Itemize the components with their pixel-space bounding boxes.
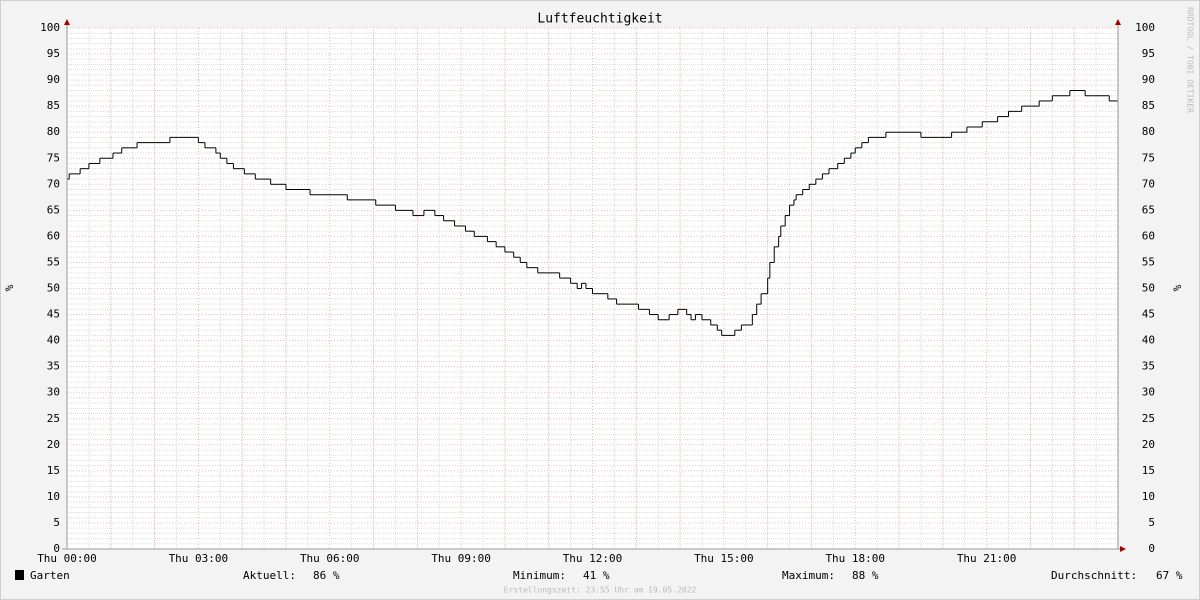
y-tick-label: 70 bbox=[47, 177, 60, 190]
y2-tick-label: 50 bbox=[1142, 282, 1155, 295]
y2-tick-label: 20 bbox=[1142, 438, 1155, 451]
y2-tick-label: 65 bbox=[1142, 203, 1155, 216]
y2-tick-label: 85 bbox=[1142, 99, 1155, 112]
y2-tick-label: 70 bbox=[1142, 177, 1155, 190]
stat-label: Minimum: bbox=[513, 569, 566, 582]
y-tick-label: 40 bbox=[47, 334, 60, 347]
y-tick-label: 30 bbox=[47, 386, 60, 399]
y-tick-label: 15 bbox=[47, 464, 60, 477]
y2-tick-label: 95 bbox=[1142, 47, 1155, 60]
y2-tick-label: 80 bbox=[1142, 125, 1155, 138]
x-tick-label: Thu 18:00 bbox=[825, 552, 885, 565]
y2-tick-label: 35 bbox=[1142, 360, 1155, 373]
y2-tick-label: 15 bbox=[1142, 464, 1155, 477]
y2-tick-label: 60 bbox=[1142, 229, 1155, 242]
y2-tick-label: 5 bbox=[1148, 516, 1155, 529]
grid bbox=[66, 27, 1118, 550]
y2-tick-label: 25 bbox=[1142, 412, 1155, 425]
chart-title: Luftfeuchtigkeit bbox=[537, 12, 662, 27]
y-tick-label: 75 bbox=[47, 151, 60, 164]
y-tick-label: 100 bbox=[40, 21, 60, 34]
y-tick-label: 45 bbox=[47, 308, 60, 321]
stat-label: Maximum: bbox=[782, 569, 835, 582]
y2-tick-label: 45 bbox=[1142, 308, 1155, 321]
y-tick-label: 25 bbox=[47, 412, 60, 425]
stat-value: 67 % bbox=[1156, 569, 1183, 582]
y-tick-label: 35 bbox=[47, 360, 60, 373]
stat-label: Aktuell: bbox=[243, 569, 296, 582]
stat-value: 86 % bbox=[313, 569, 340, 582]
y-tick-label: 5 bbox=[53, 516, 60, 529]
y-tick-label: 10 bbox=[47, 490, 60, 503]
x-tick-label: Thu 03:00 bbox=[169, 552, 229, 565]
y2-tick-label: 30 bbox=[1142, 386, 1155, 399]
marks bbox=[67, 90, 1118, 336]
x-tick-label: Thu 12:00 bbox=[563, 552, 623, 565]
y2-tick-label: 100 bbox=[1135, 21, 1155, 34]
y2-tick-label: 90 bbox=[1142, 73, 1155, 86]
y-axis-label: % bbox=[3, 284, 16, 291]
axis-arrow bbox=[1115, 19, 1121, 25]
stat-label: Durchschnitt: bbox=[1051, 569, 1137, 582]
y2-tick-label: 0 bbox=[1148, 542, 1155, 555]
axis-arrow bbox=[64, 19, 70, 25]
y2-tick-label: 40 bbox=[1142, 334, 1155, 347]
y-tick-label: 95 bbox=[47, 47, 60, 60]
x-tick-label: Thu 00:00 bbox=[37, 552, 97, 565]
footer: Erstellungszeit: 23:55 Uhr am 19.05.2022 bbox=[504, 586, 697, 595]
stat-value: 88 % bbox=[852, 569, 879, 582]
x-tick-label: Thu 09:00 bbox=[431, 552, 491, 565]
y2-tick-label: 55 bbox=[1142, 255, 1155, 268]
y-tick-label: 90 bbox=[47, 73, 60, 86]
y-tick-label: 55 bbox=[47, 255, 60, 268]
y2-tick-label: 10 bbox=[1142, 490, 1155, 503]
x-tick-label: Thu 21:00 bbox=[957, 552, 1017, 565]
y-tick-label: 20 bbox=[47, 438, 60, 451]
legend-label: Garten bbox=[30, 569, 70, 582]
legend-swatch bbox=[15, 570, 24, 580]
watermark: RRDTOOL / TOBI OETIKER bbox=[1186, 7, 1195, 113]
x-tick-label: Thu 15:00 bbox=[694, 552, 754, 565]
y-tick-label: 85 bbox=[47, 99, 60, 112]
axis-arrow bbox=[1120, 546, 1126, 552]
y-tick-label: 80 bbox=[47, 125, 60, 138]
y-tick-label: 50 bbox=[47, 282, 60, 295]
y2-axis-label: % bbox=[1171, 284, 1184, 291]
y-tick-label: 0 bbox=[53, 542, 60, 555]
y-tick-label: 65 bbox=[47, 203, 60, 216]
y2-tick-label: 75 bbox=[1142, 151, 1155, 164]
y-tick-label: 60 bbox=[47, 229, 60, 242]
stat-value: 41 % bbox=[583, 569, 610, 582]
x-tick-label: Thu 06:00 bbox=[300, 552, 360, 565]
